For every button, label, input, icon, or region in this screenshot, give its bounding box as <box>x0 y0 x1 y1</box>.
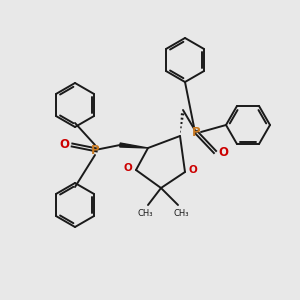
Polygon shape <box>120 143 148 148</box>
Text: O: O <box>124 163 132 173</box>
Text: CH₃: CH₃ <box>137 208 153 217</box>
Text: O: O <box>59 139 69 152</box>
Text: O: O <box>218 146 228 158</box>
Text: P: P <box>192 125 200 139</box>
Text: P: P <box>91 143 99 157</box>
Text: CH₃: CH₃ <box>173 208 189 217</box>
Text: O: O <box>189 165 197 175</box>
